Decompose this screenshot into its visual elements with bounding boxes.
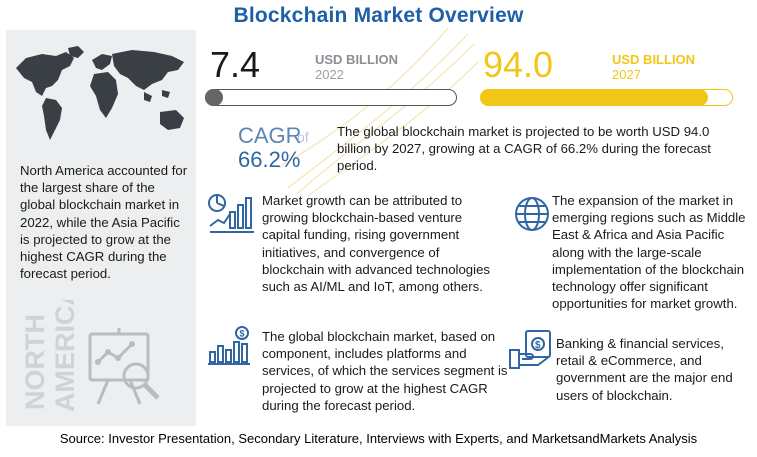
cagr-of: of [297, 129, 309, 145]
vertical-label-north: NORTH [20, 314, 50, 410]
svg-text:$: $ [240, 329, 245, 339]
page-title: Blockchain Market Overview [233, 4, 524, 27]
point-growth-drivers: Market growth can be attributed to growi… [262, 193, 490, 295]
analytics-board-icon [88, 328, 160, 405]
point-end-users: Banking & financial services, retail & e… [556, 336, 733, 403]
market-unit-2027: USD BILLION [612, 52, 696, 67]
point-opportunities: The expansion of the market in emerging … [552, 193, 746, 312]
market-year-2022: 2022 [315, 67, 344, 82]
dollar-bar-chart-icon: $ [208, 326, 250, 365]
point-component-segment: The global blockchain market, based on c… [262, 329, 508, 413]
market-value-2027: 94.0 [483, 44, 554, 85]
market-bar-2027-fill [480, 89, 708, 106]
svg-text:$: $ [535, 340, 541, 351]
cagr-label: CAGR [238, 123, 302, 148]
left-panel-text: North America accounted for the largest … [20, 163, 188, 282]
cagr-value: 66.2% [238, 147, 301, 172]
growth-chart-icon [208, 194, 254, 233]
hand-money-icon: $ [509, 330, 551, 369]
source-note: Source: Investor Presentation, Secondary… [59, 431, 698, 446]
decorative-lines [278, 28, 478, 197]
market-unit-2022: USD BILLION [315, 52, 399, 67]
market-bar-2022-fill [205, 89, 223, 106]
cagr-description: The global blockchain market is projecte… [337, 124, 711, 174]
vertical-label-america: AMERICA [50, 300, 80, 412]
world-map-icon [16, 46, 184, 140]
market-value-2022: 7.4 [210, 44, 261, 85]
north-america-vertical-label: NORTH AMERICA [20, 300, 80, 412]
globe-icon [515, 197, 549, 231]
market-year-2027: 2027 [612, 67, 641, 82]
market-bar-2022 [205, 89, 457, 106]
